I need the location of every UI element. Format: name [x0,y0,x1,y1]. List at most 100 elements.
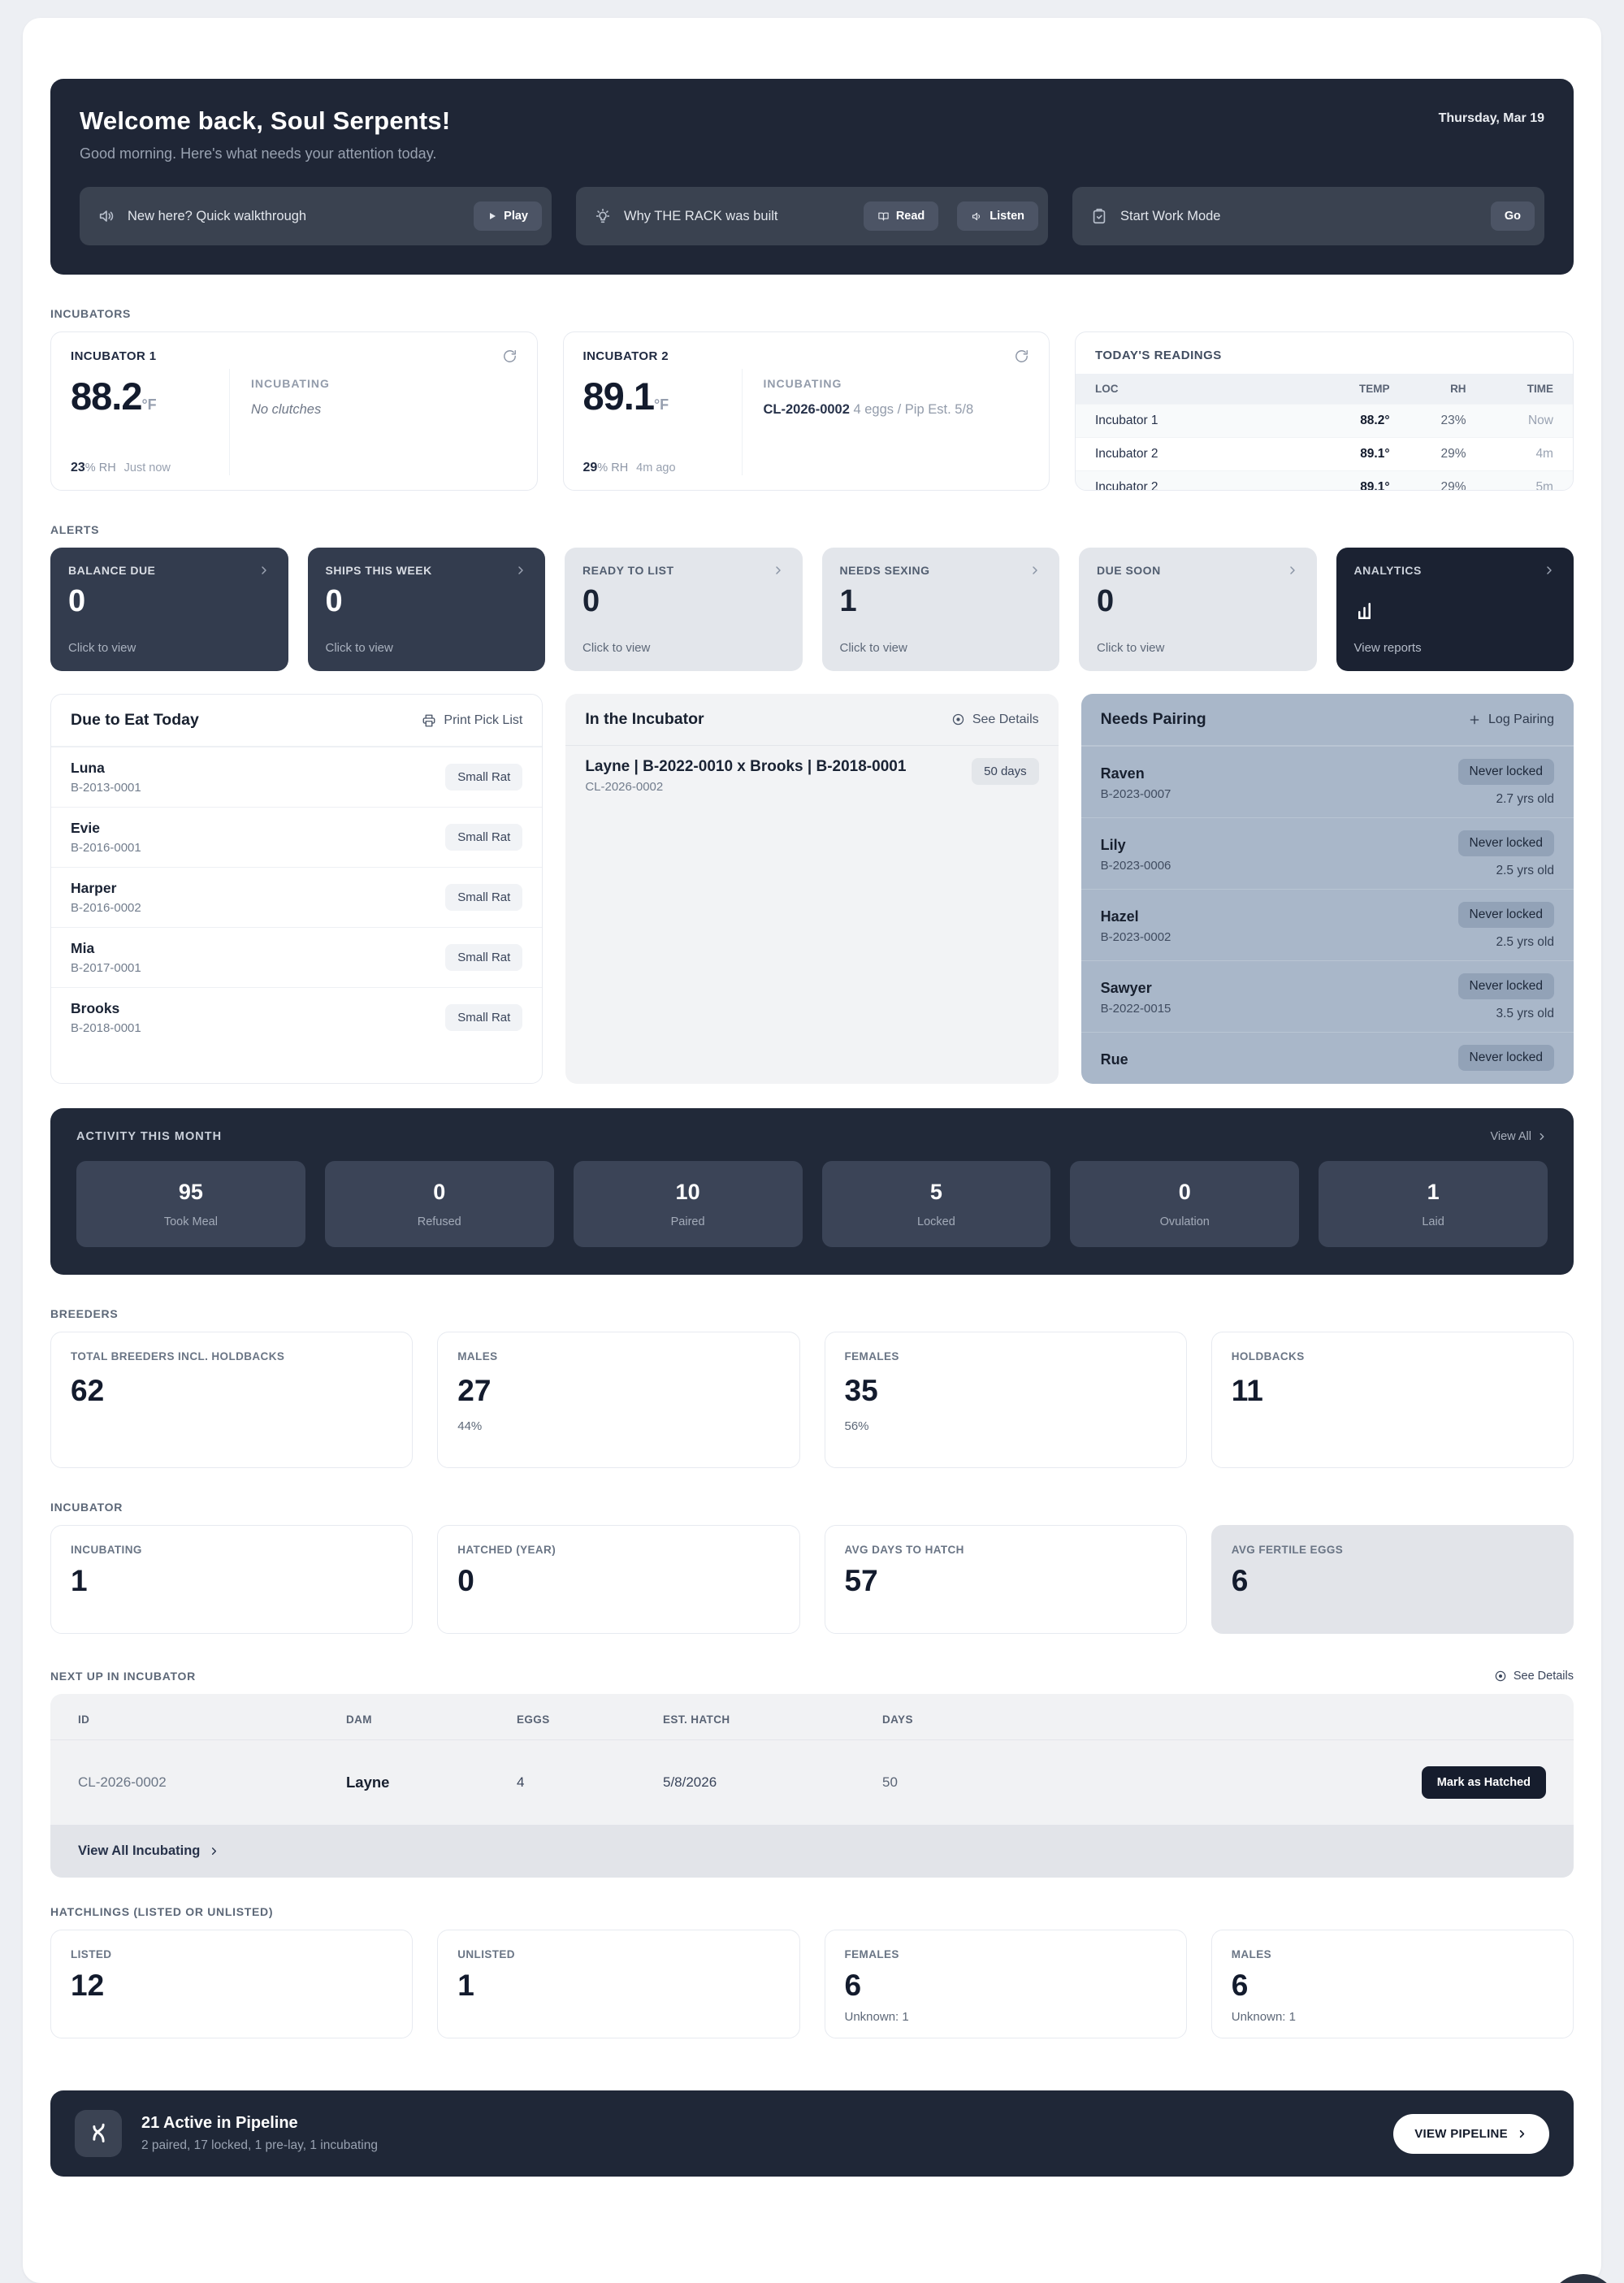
pairing-list-item[interactable]: Rue Never locked [1081,1032,1574,1081]
feed-list-item[interactable]: Mia B-2017-0001 Small Rat [51,927,543,987]
stat-avg-fertile-eggs: AVG FERTILE EGGS 6 [1210,1525,1574,1634]
food-size-badge: Small Rat [445,944,523,971]
stat-unlisted: UNLISTED 1 [437,1930,800,2038]
view-all-link[interactable]: View All [1490,1130,1548,1143]
walkthrough-chip[interactable]: New here? Quick walkthrough Play [80,187,552,245]
clipboard-icon [1090,207,1108,225]
feed-list-item[interactable]: Harper B-2016-0002 Small Rat [51,867,543,927]
reading-row: Incubator 1 88.2° 23% Now [1076,404,1573,437]
eggs-cell: 4 [517,1774,525,1790]
refresh-icon[interactable] [1014,349,1029,364]
alert-balance-due[interactable]: BALANCE DUE 0 Click to view [50,548,288,671]
alert-needs-sexing[interactable]: NEEDS SEXING 1 Click to view [821,548,1059,671]
stat-holdbacks: HOLDBACKS 11 [1210,1332,1574,1468]
stat-avg-days-to-hatch: AVG DAYS TO HATCH 57 [824,1525,1187,1634]
incubator-2-temp: 89.1°F [582,375,669,418]
work-mode-label: Start Work Mode [1120,208,1221,223]
feed-list-item[interactable]: Luna B-2013-0001 Small Rat [51,747,543,807]
activity-stat-took-meal: 95 Took Meal [76,1161,305,1247]
see-details-link[interactable]: See Details [1494,1670,1574,1683]
incubating-clutch-item[interactable]: Layne | B-2022-0010 x Brooks | B-2018-00… [565,746,1058,806]
never-locked-badge: Never locked [1457,759,1554,785]
mark-as-hatched-button[interactable]: Mark as Hatched [1421,1766,1546,1799]
play-button[interactable]: Play [474,201,542,231]
alert-analytics[interactable]: ANALYTICS View reports [1336,548,1574,671]
est-hatch-cell: 5/8/2026 [663,1774,717,1790]
food-size-badge: Small Rat [445,884,523,911]
never-locked-badge: Never locked [1457,830,1554,856]
audio-icon [971,210,983,223]
never-locked-badge: Never locked [1457,1045,1554,1071]
bar-chart-icon [1354,580,1557,641]
floating-action-button[interactable] [1548,2274,1618,2283]
feed-list-item[interactable]: Brooks B-2018-0001 Small Rat [51,987,543,1047]
stat-hatchling-males: MALES 6 Unknown: 1 [1210,1930,1574,2038]
log-pairing-link[interactable]: Log Pairing [1468,713,1554,727]
incubator-2-name: INCUBATOR 2 [582,349,669,363]
stat-incubating: INCUBATING 1 [50,1525,414,1634]
rack-story-chip[interactable]: Why THE RACK was built Read Listen [576,187,1048,245]
chevron-right-icon [1029,564,1042,577]
next-up-section-label: NEXT UP IN INCUBATOR [50,1670,196,1683]
go-button[interactable]: Go [1490,201,1535,231]
view-all-incubating-link[interactable]: View All Incubating [50,1825,1574,1878]
reading-row: Incubator 2 89.1° 29% 4m [1076,437,1573,470]
chevron-right-icon [1286,564,1299,577]
alert-ships-this-week[interactable]: SHIPS THIS WEEK 0 Click to view [307,548,545,671]
activity-stat-locked: 5 Locked [821,1161,1051,1247]
incubator-1-note: No clutches [251,402,322,417]
stat-hatchling-females: FEMALES 6 Unknown: 1 [824,1930,1187,2038]
pipeline-title: 21 Active in Pipeline [141,2114,298,2132]
activity-stat-paired: 10 Paired [573,1161,803,1247]
alert-ready-to-list[interactable]: READY TO LIST 0 Click to view [565,548,803,671]
incubator-1-name: INCUBATOR 1 [71,349,157,363]
activity-this-month-banner: ACTIVITY THIS MONTH View All 95 Took Mea… [50,1108,1574,1275]
activity-title: ACTIVITY THIS MONTH [76,1130,223,1143]
todays-readings-card: TODAY'S READINGS LOC TEMP RH TIME Incuba… [1075,331,1574,491]
readings-title: TODAY'S READINGS [1095,349,1222,362]
dam-cell: Layne [346,1774,390,1791]
days-cell: 50 [882,1774,898,1790]
incubator-2-humidity: 29% RH 4m ago [582,461,676,474]
refresh-icon[interactable] [502,349,518,364]
chevron-right-icon [514,564,527,577]
listen-button[interactable]: Listen [957,201,1038,231]
greeting-subtitle: Good morning. Here's what needs your att… [80,145,437,162]
stat-listed: LISTED 12 [50,1930,414,2038]
hourglass-icon [75,2110,122,2157]
breeders-section-label: BREEDERS [50,1307,119,1320]
pairing-list-item[interactable]: Sawyer B-2022-0015 Never locked 3.5 yrs ol… [1081,960,1574,1032]
plus-icon [1468,713,1481,726]
never-locked-badge: Never locked [1457,902,1554,928]
work-mode-chip[interactable]: Start Work Mode Go [1072,187,1544,245]
play-icon [487,211,497,221]
feed-list-item[interactable]: Evie B-2016-0001 Small Rat [51,807,543,867]
in-incubator-panel: In the Incubator See Details Layne | B-2… [565,694,1059,1084]
incubator-1-status: INCUBATING [251,377,330,390]
chevron-right-icon [208,1845,220,1857]
days-badge: 50 days [972,758,1039,785]
pairing-list-item[interactable]: Hazel B-2023-0002 Never locked 2.5 yrs old [1081,889,1574,960]
eye-icon [951,713,965,726]
main-canvas: Welcome back, Soul Serpents! Thursday, M… [23,18,1601,2283]
activity-stat-refused: 0 Refused [324,1161,554,1247]
print-pick-list-link[interactable]: Print Pick List [422,713,522,728]
view-pipeline-button[interactable]: VIEW PIPELINE [1393,2113,1549,2154]
clutch-id-cell: CL-2026-0002 [78,1774,167,1790]
stat-hatched-year: HATCHED (YEAR) 0 [437,1525,800,1634]
needs-pairing-panel: Needs Pairing Log Pairing Raven B-2023-00… [1081,694,1574,1084]
chevron-right-icon [1536,1131,1548,1142]
incubators-section-label: INCUBATORS [50,307,132,320]
read-button[interactable]: Read [863,201,939,231]
never-locked-badge: Never locked [1457,973,1554,999]
pairing-list-item[interactable]: Lily B-2023-0006 Never locked 2.5 yrs old [1081,817,1574,889]
pairing-list-item[interactable]: Raven B-2023-0007 Never locked 2.7 yrs old [1081,746,1574,817]
speaker-icon [97,207,115,225]
welcome-banner: Welcome back, Soul Serpents! Thursday, M… [50,79,1574,275]
needs-pairing-title: Needs Pairing [1100,710,1206,728]
see-details-link[interactable]: See Details [951,713,1039,727]
reading-row: Incubator 2 89.1° 29% 5m [1076,470,1573,490]
alert-due-soon[interactable]: DUE SOON 0 Click to view [1079,548,1317,671]
incubator-1-card: INCUBATOR 1 88.2°F 23% RH Just now INCUBA… [50,331,538,491]
